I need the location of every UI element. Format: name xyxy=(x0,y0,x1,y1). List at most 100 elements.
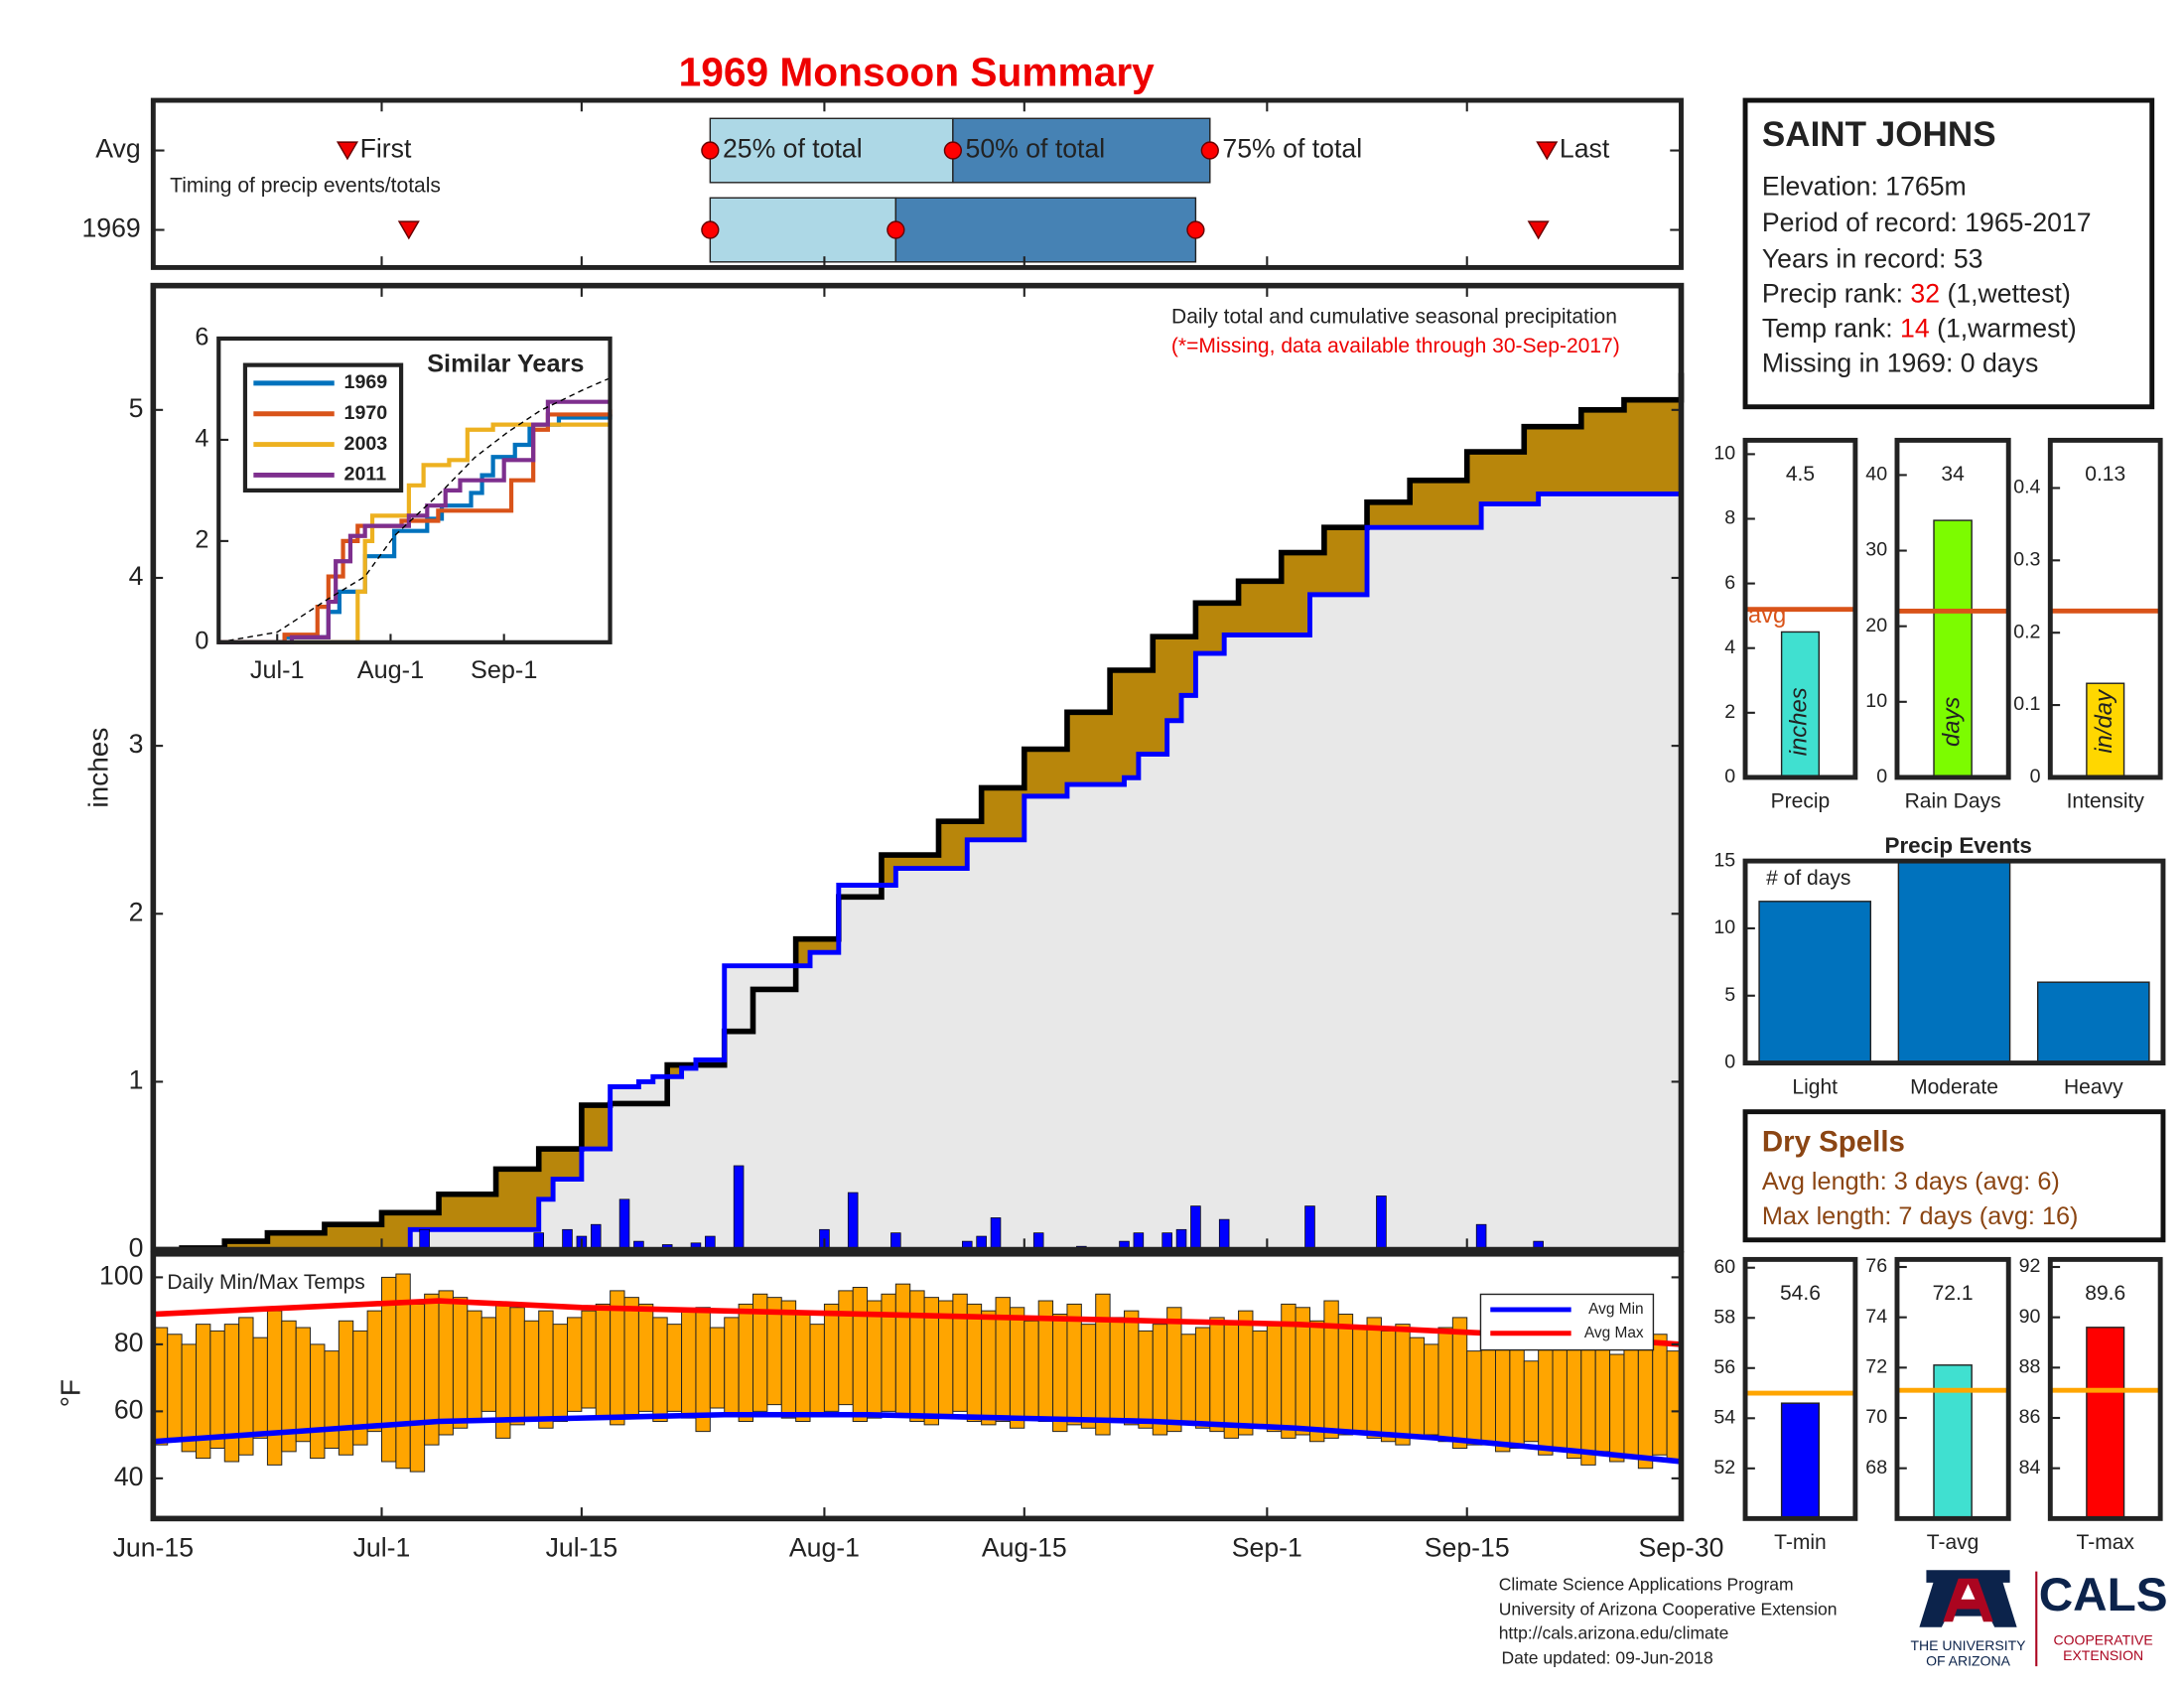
temp-bar xyxy=(366,1310,382,1433)
temp-bar xyxy=(167,1334,183,1439)
temp-bar xyxy=(852,1287,869,1422)
logo-shape xyxy=(1961,1584,1976,1600)
x-tick-label: Sep-1 xyxy=(1232,1532,1302,1562)
row-label: 1969 xyxy=(81,213,140,243)
temp-bar xyxy=(652,1317,668,1422)
temp-bar xyxy=(966,1303,983,1422)
event-marker xyxy=(397,220,420,240)
temp-bar xyxy=(838,1290,854,1406)
station-line: Elevation: 1765m xyxy=(1762,171,1967,201)
x-tick-label: Sep-15 xyxy=(1425,1532,1510,1562)
quartile-box xyxy=(894,197,1197,263)
temp-bar xyxy=(1509,1343,1525,1449)
y-tick-label: 52 xyxy=(1713,1457,1735,1478)
bar xyxy=(1897,860,2011,1064)
temp-bar xyxy=(581,1310,597,1409)
y-tick-label: 2 xyxy=(1724,701,1735,723)
dry-spells-line: Max length: 7 days (avg: 16) xyxy=(1762,1202,2079,1230)
x-tick-label: Aug-15 xyxy=(982,1532,1067,1562)
y-tick-label: 0 xyxy=(129,1233,144,1263)
rank-note: (1,warmest) xyxy=(1937,314,2077,344)
value-label: 54.6 xyxy=(1780,1282,1821,1305)
panel-frame xyxy=(1894,1256,2011,1521)
temp-bar xyxy=(1180,1334,1196,1426)
temp-bar xyxy=(809,1324,825,1416)
panel-frame xyxy=(2047,437,2163,780)
temp-bar xyxy=(952,1293,968,1412)
value-label: 89.6 xyxy=(2085,1282,2125,1305)
event-marker xyxy=(1527,220,1550,240)
y-tick-label: 88 xyxy=(2019,1356,2041,1378)
quartile-marker xyxy=(701,141,720,160)
dry-spells-box xyxy=(1742,1109,2166,1243)
value-label: 0.13 xyxy=(2085,463,2125,486)
y-tick-label: 56 xyxy=(1713,1356,1735,1378)
y-tick-label: 4 xyxy=(1724,636,1735,658)
temp-bar xyxy=(1209,1317,1225,1433)
event-marker xyxy=(1536,141,1559,161)
temp-bar xyxy=(1109,1317,1125,1422)
y-axis-label: inches xyxy=(82,728,113,808)
legend-box xyxy=(1479,1293,1655,1351)
y-tick-label: 92 xyxy=(2019,1255,2041,1277)
avg-line xyxy=(153,1298,1682,1347)
y-tick-label: 0 xyxy=(195,628,208,655)
daily-bar xyxy=(1175,1228,1187,1250)
y-tick-label: 86 xyxy=(2019,1406,2041,1428)
x-tick-label: Sep-1 xyxy=(471,656,537,684)
y-tick-label: 5 xyxy=(1724,984,1735,1006)
footer-line: Climate Science Applications Program xyxy=(1499,1574,1794,1594)
event-marker xyxy=(336,141,359,161)
y-tick-label: 20 xyxy=(1865,615,1887,636)
timing-label: First xyxy=(360,134,412,164)
x-tick-label: T-avg xyxy=(1927,1531,1979,1554)
station-box xyxy=(1742,97,2155,410)
temp-bar xyxy=(1166,1307,1182,1433)
temp-bar xyxy=(909,1290,925,1422)
y-tick-label: 30 xyxy=(1865,539,1887,561)
temp-bar xyxy=(310,1343,326,1460)
y-tick-label: 68 xyxy=(1865,1457,1887,1478)
temp-bar xyxy=(1609,1353,1625,1463)
x-tick-label: T-max xyxy=(2077,1531,2135,1554)
daily-bar xyxy=(562,1228,573,1250)
temp-bar xyxy=(1409,1336,1426,1439)
bar xyxy=(2086,1327,2125,1520)
temp-bar xyxy=(1124,1310,1140,1426)
x-tick-label: Jul-1 xyxy=(250,656,305,684)
y-tick-label: 100 xyxy=(99,1260,143,1290)
temp-bar xyxy=(623,1297,639,1416)
chart-title: 1969 Monsoon Summary xyxy=(679,50,1156,95)
panel-frame xyxy=(1742,1256,1858,1521)
temp-rank: Temp rank: 14 (1,warmest) xyxy=(1762,314,2077,344)
legend-box xyxy=(242,362,404,493)
temp-bar xyxy=(795,1310,811,1422)
ua-logo xyxy=(1919,1570,2017,1627)
temp-bar xyxy=(295,1327,312,1443)
temp-bar xyxy=(467,1310,482,1422)
x-tick-label: Rain Days xyxy=(1905,790,2001,813)
quartile-marker xyxy=(943,141,962,160)
temp-bar xyxy=(1052,1314,1068,1433)
temp-bar xyxy=(209,1330,225,1449)
temp-bar xyxy=(1395,1324,1411,1446)
temp-bar xyxy=(1552,1340,1568,1449)
panel-title: Daily Min/Max Temps xyxy=(167,1271,364,1294)
y-tick-label: 40 xyxy=(114,1462,144,1491)
timing-label: 25% of total xyxy=(723,134,863,164)
y-tick-label: 2 xyxy=(195,526,208,554)
line xyxy=(218,399,611,644)
y-tick-label: 2 xyxy=(129,897,144,926)
bar xyxy=(2086,682,2125,778)
annotation: (*=Missing, data available through 30-Se… xyxy=(1171,335,1620,357)
daily-bar xyxy=(1304,1205,1315,1250)
temp-bar xyxy=(1152,1324,1168,1436)
y-tick-label: 58 xyxy=(1713,1306,1735,1328)
temp-bar xyxy=(1451,1317,1468,1449)
temp-bar xyxy=(981,1310,997,1426)
area xyxy=(153,493,1682,1250)
temp-bar xyxy=(324,1350,340,1449)
temp-bar xyxy=(738,1303,753,1422)
x-tick-label: Aug-1 xyxy=(789,1532,860,1562)
